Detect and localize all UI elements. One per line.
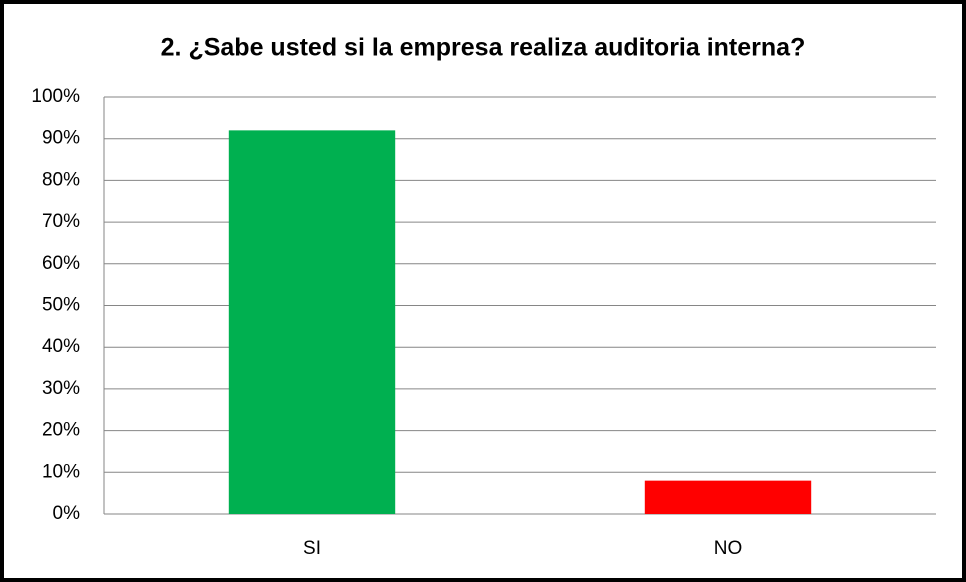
y-tick-label: 100% [31,86,80,107]
y-tick-label: 20% [42,420,80,441]
y-tick-label: 70% [42,211,80,232]
bar [644,480,812,514]
bar [228,130,396,515]
y-tick-label: 30% [42,378,80,399]
y-tick-label: 10% [42,461,80,482]
y-tick-label: 60% [42,253,80,274]
x-tick-label: NO [714,538,743,559]
x-tick-label: SI [303,538,321,559]
y-tick-label: 80% [42,169,80,190]
y-tick-label: 90% [42,128,80,149]
y-tick-label: 40% [42,336,80,357]
y-tick-label: 50% [42,295,80,316]
y-tick-label: 0% [53,503,81,524]
chart-title: 2. ¿Sabe usted si la empresa realiza aud… [161,34,806,62]
